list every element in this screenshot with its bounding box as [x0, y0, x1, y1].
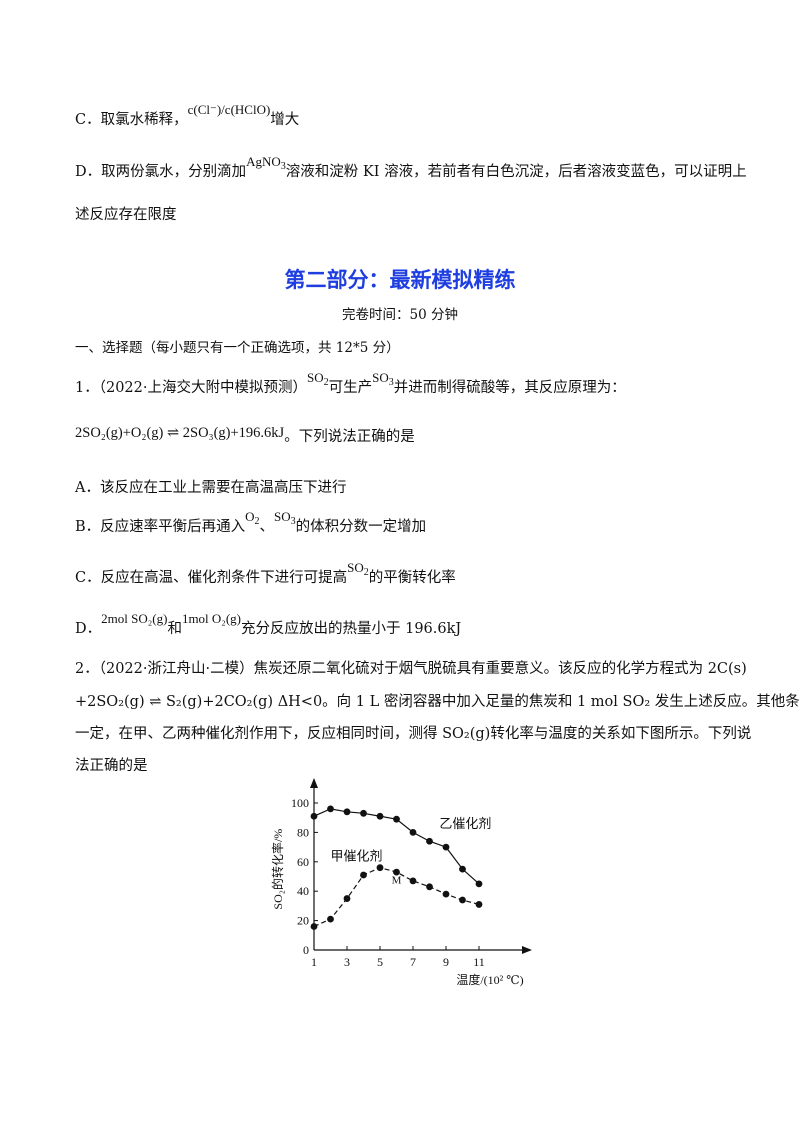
- q1-b-so3: SO3: [274, 509, 296, 527]
- series-label-jia: 甲催化剂: [331, 848, 383, 863]
- data-point-1: [327, 915, 334, 923]
- q2-line-4: 法正确的是: [75, 758, 148, 774]
- y-tick-label: 0: [303, 943, 309, 957]
- data-point-0: [376, 812, 384, 820]
- q1-b-o2: O2: [245, 509, 260, 527]
- data-point-0: [475, 880, 483, 888]
- y-tick-label: 40: [297, 884, 309, 898]
- y-tick-label: 20: [297, 914, 309, 928]
- data-point-0: [360, 809, 367, 817]
- so2-conversion-chart: 1 3 5 7 9 11 0 20 40 60 80 100 温度/(10² ℃) SO₂的转化率/% 乙催…: [270, 778, 532, 987]
- option-d-reagent: AgNO3: [246, 154, 286, 172]
- option-c: C．取氯水稀释，c(Cl⁻)/c(HClO)增大: [75, 102, 300, 129]
- q1-mid: 可生产: [328, 380, 373, 396]
- data-point-1: [310, 923, 318, 930]
- option-d-text: 溶液和淀粉 KI 溶液，若前者有白色沉淀，后者溶液变蓝色，可以证明上: [285, 164, 747, 180]
- data-point-1: [409, 877, 417, 885]
- q1-b-pre: B．反应速率平衡后再通入: [75, 519, 246, 535]
- q1-tail: 并进而制得硫酸等，其反应原理为：: [393, 380, 626, 396]
- q1-option-c: C．反应在高温、催化剂条件下进行可提高SO2的平衡转化率: [75, 560, 456, 588]
- data-point-1: [442, 890, 450, 898]
- data-point-0: [426, 837, 433, 845]
- q1-so2: SO2: [307, 370, 329, 388]
- q1-d-post: 充分反应放出的热量小于 196.6kJ: [241, 621, 462, 637]
- data-point-0: [327, 805, 334, 813]
- data-point-1: [393, 868, 400, 876]
- q1-d-label: D．: [75, 621, 102, 637]
- x-axis-arrow: [522, 946, 532, 954]
- data-point-0: [459, 865, 466, 873]
- q1-equation-tail: 。下列说法正确的是: [284, 429, 415, 445]
- q2-line-1: 2．（2022·浙江舟山·二模）焦炭还原二氧化硫对于烟气脱硫具有重要意义。该反应…: [75, 661, 747, 677]
- q1-c-pre: C．反应在高温、催化剂条件下进行可提高: [75, 570, 348, 586]
- data-point-0: [409, 829, 417, 836]
- y-tick-label: 60: [297, 855, 309, 869]
- data-point-0: [393, 815, 400, 823]
- q1-b-sep: 、: [259, 519, 275, 535]
- option-c-suffix: 增大: [270, 112, 300, 128]
- x-tick-label: 7: [410, 955, 416, 969]
- y-axis-label: SO₂的转化率/%: [270, 829, 285, 910]
- q1-number-source: 1．（2022·上海交大附中模拟预测）: [75, 380, 307, 396]
- option-c-label: C．取氯水稀释，: [75, 112, 188, 128]
- y-axis-arrow: [310, 778, 318, 788]
- y-tick-label: 80: [297, 825, 309, 839]
- option-c-ratio: c(Cl⁻)/c(HClO): [187, 102, 271, 117]
- y-tick-label: 100: [291, 796, 309, 810]
- x-axis-label: 温度/(10² ℃): [456, 972, 523, 987]
- q1-equation-line: 2SO₂(g)+O₂(g) ⇌ 2SO₃(g)+196.6kJ。下列说法正确的是: [75, 425, 415, 446]
- section-title: 第二部分：最新模拟精练: [284, 268, 516, 292]
- x-tick-label: 11: [473, 955, 485, 969]
- data-point-0: [310, 812, 318, 820]
- data-point-0: [343, 808, 351, 816]
- option-d: D．取两份氯水，分别滴加AgNO3溶液和淀粉 KI 溶液，若前者有白色沉淀，后者…: [75, 154, 747, 182]
- q1-c-post: 的平衡转化率: [368, 570, 456, 586]
- section-part: 一、选择题（每小题只有一个正确选项，共 12*5 分）: [75, 340, 400, 356]
- option-d-label: D．取两份氯水，分别滴加: [75, 164, 247, 180]
- annotation-m: M: [392, 875, 402, 887]
- q1-d-f1: 2mol SO₂(g): [101, 611, 168, 626]
- data-point-1: [360, 871, 367, 879]
- data-point-1: [426, 883, 433, 891]
- series-label-yi: 乙催化剂: [439, 816, 491, 831]
- x-tick-label: 9: [443, 955, 449, 969]
- option-d-continuation: 述反应存在限度: [75, 207, 177, 223]
- q1-stem: 1．（2022·上海交大附中模拟预测）SO2可生产SO3并进而制得硫酸等，其反应…: [75, 370, 626, 398]
- q1-c-so2: SO2: [347, 560, 369, 578]
- data-point-0: [442, 843, 450, 851]
- data-point-1: [459, 896, 466, 904]
- data-point-1: [475, 901, 483, 908]
- x-tick-label: 1: [311, 955, 317, 969]
- q1-so3: SO3: [372, 370, 394, 388]
- q1-d-and: 和: [167, 621, 182, 637]
- q2-line-2: +2SO₂(g) ⇌ S₂(g)+2CO₂(g) ΔH<0。向 1 L 密闭容器…: [75, 694, 800, 710]
- q1-d-f2: 1mol O₂(g): [181, 611, 241, 626]
- q1-option-a: A．该反应在工业上需要在高温高压下进行: [75, 480, 347, 496]
- q1-option-d: D．2mol SO₂(g)和1mol O₂(g)充分反应放出的热量小于 196.…: [75, 611, 462, 638]
- data-point-1: [376, 864, 384, 872]
- x-tick-label: 5: [377, 955, 383, 969]
- x-tick-label: 3: [344, 955, 350, 969]
- q1-equation: 2SO₂(g)+O₂(g) ⇌ 2SO₃(g)+196.6kJ: [75, 425, 285, 441]
- data-point-1: [343, 895, 351, 902]
- section-time: 完卷时间：50 分钟: [342, 307, 458, 323]
- q2-line-3: 一定，在甲、乙两种催化剂作用下，反应相同时间，测得 SO₂(g)转化率与温度的关…: [75, 726, 752, 742]
- q1-b-post: 的体积分数一定增加: [295, 519, 427, 535]
- q1-option-b: B．反应速率平衡后再通入O2、SO3的体积分数一定增加: [75, 509, 427, 537]
